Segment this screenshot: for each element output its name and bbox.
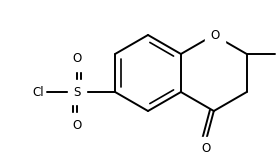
- Text: O: O: [73, 52, 82, 65]
- Text: Cl: Cl: [32, 85, 44, 99]
- Text: O: O: [73, 119, 82, 132]
- Text: S: S: [73, 85, 81, 99]
- Text: O: O: [210, 28, 219, 42]
- Text: O: O: [201, 142, 211, 156]
